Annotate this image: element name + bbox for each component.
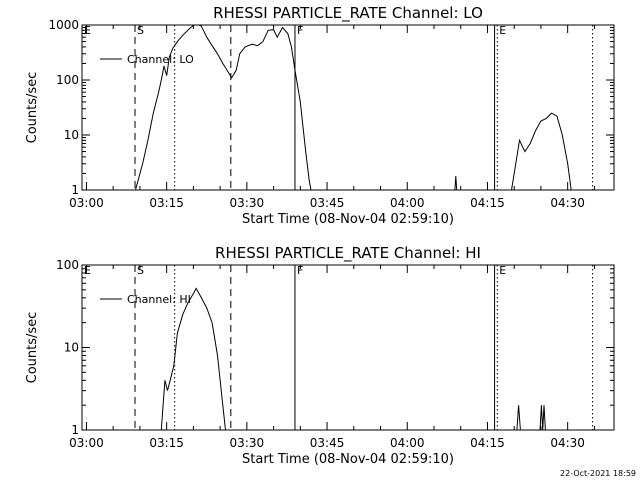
- y-tick-label: 1: [71, 183, 79, 197]
- x-tick-label: 04:00: [390, 196, 425, 210]
- x-tick-label: 03:30: [230, 196, 265, 210]
- chart-title: RHESSI PARTICLE_RATE Channel: LO: [213, 4, 483, 23]
- chart-panel-hi: RHESSI PARTICLE_RATE Channel: HI 03:00 03:…: [25, 244, 615, 467]
- plot-frame: [81, 264, 615, 431]
- x-axis-label: Start Time (08-Nov-04 02:59:10): [242, 212, 454, 227]
- marker-label: E: [499, 24, 506, 37]
- data-series-line: [160, 287, 226, 430]
- x-tick-label: 03:45: [310, 196, 345, 210]
- chart-panel-lo: RHESSI PARTICLE_RATE Channel: LO 03:00 03:…: [25, 4, 615, 227]
- x-tick-label: 04:15: [470, 196, 505, 210]
- y-tick-label: 1: [71, 423, 79, 437]
- marker-label: F: [297, 24, 303, 37]
- data-series-line: [454, 175, 458, 190]
- marker-label: S: [137, 24, 144, 37]
- x-tick-label: 03:00: [69, 436, 104, 450]
- data-series-line: [539, 405, 546, 430]
- x-tick-label: 03:15: [149, 436, 184, 450]
- data-series-line: [135, 25, 312, 190]
- marker-label: S: [137, 264, 144, 277]
- marker-label: E: [499, 264, 506, 277]
- legend-label: Channel: HI: [127, 293, 191, 306]
- marker-label: E: [84, 264, 91, 277]
- y-tick-label: 10: [64, 128, 79, 142]
- x-axis-label: Start Time (08-Nov-04 02:59:10): [242, 452, 454, 467]
- y-tick-label: 1000: [48, 18, 79, 32]
- x-tick-label: 04:15: [470, 436, 505, 450]
- marker-label: F: [297, 264, 303, 277]
- y-tick-label: 100: [56, 73, 79, 87]
- footer-timestamp: 22-Oct-2021 18:59: [560, 469, 636, 478]
- data-series-line: [516, 405, 521, 430]
- data-series-line: [511, 112, 572, 190]
- x-tick-label: 03:30: [230, 436, 265, 450]
- y-tick-label: 100: [56, 258, 79, 272]
- x-tick-label: 04:30: [550, 436, 585, 450]
- chart-title: RHESSI PARTICLE_RATE Channel: HI: [215, 244, 481, 263]
- y-axis-label: Counts/sec: [25, 72, 40, 144]
- x-tick-label: 03:00: [69, 196, 104, 210]
- plot-frame: [81, 24, 615, 191]
- x-tick-label: 04:00: [390, 436, 425, 450]
- x-tick-label: 03:45: [310, 436, 345, 450]
- legend-label: Channel: LO: [127, 53, 194, 66]
- x-tick-label: 03:15: [149, 196, 184, 210]
- y-axis-label: Counts/sec: [25, 312, 40, 384]
- x-tick-label: 04:30: [550, 196, 585, 210]
- marker-label: E: [84, 24, 91, 37]
- y-tick-label: 10: [64, 341, 79, 355]
